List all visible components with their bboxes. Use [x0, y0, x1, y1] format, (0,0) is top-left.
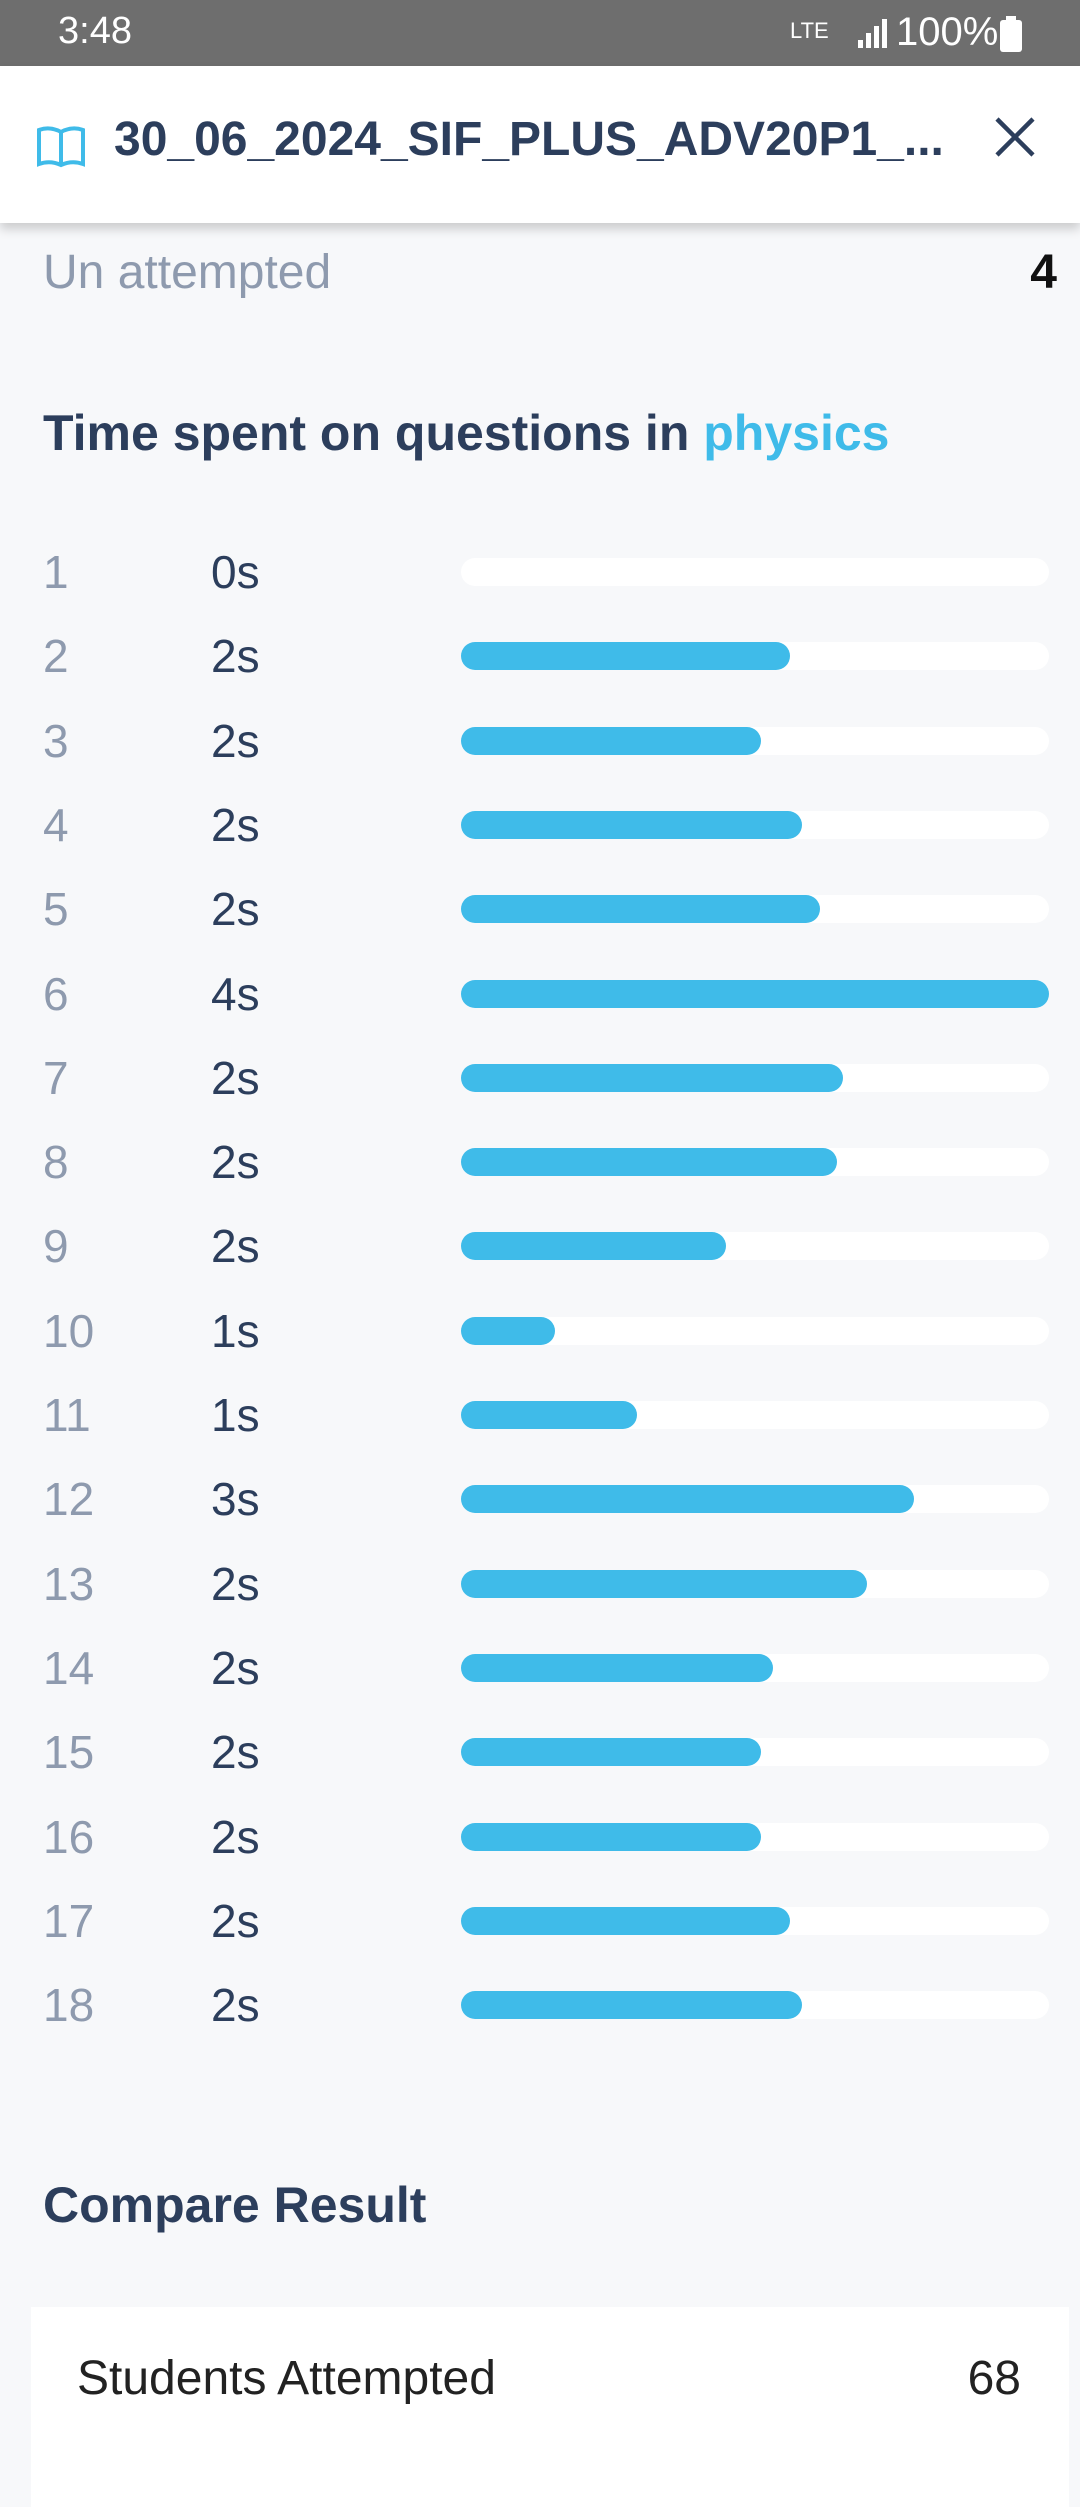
question-number: 1 — [43, 546, 69, 598]
bar-track — [461, 1316, 1049, 1345]
section-title-text: Time spent on questions in — [43, 405, 704, 461]
question-number: 2 — [43, 630, 69, 683]
time-bar — [461, 1738, 761, 1767]
time-label: 2s — [211, 1557, 260, 1610]
page: 3:48 LTE 100% 30_06_2024_SIF_PLUS_ADV20P… — [0, 0, 1080, 2405]
question-number: 14 — [43, 1641, 95, 1694]
question-number: 12 — [43, 1473, 95, 1526]
status-bar: 3:48 LTE 100% — [0, 0, 1080, 66]
question-number: 18 — [43, 1979, 95, 2032]
time-label: 1s — [211, 1304, 260, 1357]
question-number: 11 — [43, 1389, 91, 1441]
time-label: 2s — [211, 1220, 260, 1273]
question-number: 4 — [43, 798, 69, 851]
network: LTE — [790, 18, 829, 43]
question-number: 13 — [43, 1557, 95, 1610]
time-label: 1s — [211, 1389, 260, 1441]
question-number: 5 — [43, 883, 69, 936]
time-bar — [461, 1401, 638, 1429]
bar-track — [461, 558, 1049, 586]
time-bar — [461, 1569, 867, 1598]
time-label: 2s — [211, 1979, 260, 2032]
compare-title: Compare Result — [43, 2177, 427, 2233]
time-label: 2s — [211, 1726, 260, 1779]
time-bar — [461, 895, 820, 924]
question-number: 15 — [43, 1726, 95, 1779]
time-label: 2s — [211, 630, 260, 683]
time-label: 2s — [211, 714, 260, 767]
summary-value: 4 — [1030, 246, 1057, 299]
time-label: 2s — [211, 883, 260, 936]
time-label: 4s — [211, 967, 260, 1020]
time-bar — [461, 810, 803, 839]
time-bar — [461, 1063, 844, 1092]
summary-label: Un attempted — [43, 246, 332, 299]
compare-label: Students Attempted — [77, 2352, 496, 2405]
question-number: 10 — [43, 1304, 95, 1357]
question-number: 8 — [43, 1136, 69, 1189]
time-label: 2s — [211, 1051, 260, 1104]
question-number: 6 — [43, 967, 69, 1020]
question-number: 16 — [43, 1810, 95, 1863]
time-bar — [461, 1906, 791, 1935]
time-bar — [461, 1485, 914, 1514]
time-label: 2s — [211, 1136, 260, 1189]
time-bar — [461, 1232, 726, 1261]
compare-card: Students Attempted 68 — [31, 2307, 1069, 2507]
time-label: 0s — [211, 546, 260, 598]
question-number: 7 — [43, 1051, 69, 1104]
time-bar — [461, 1316, 556, 1345]
time-label: 3s — [211, 1473, 260, 1526]
time-bar — [461, 642, 791, 671]
header: 30_06_2024_SIF_PLUS_ADV20P1_... — [0, 66, 1080, 223]
time-label: 2s — [211, 1810, 260, 1863]
compare-value: 68 — [967, 2352, 1021, 2405]
time-label: 2s — [211, 1641, 260, 1694]
clock: 3:48 — [58, 10, 132, 52]
time-bar — [461, 1653, 773, 1682]
subject: physics — [703, 405, 890, 461]
question-number: 9 — [43, 1220, 69, 1273]
time-bar — [461, 1991, 803, 2020]
book-icon — [37, 126, 85, 168]
signal-icon — [858, 19, 887, 48]
question-number: 3 — [43, 714, 69, 767]
time-bar — [461, 726, 761, 755]
time-bar — [461, 1148, 838, 1177]
battery-text: 100% — [896, 10, 999, 54]
time-bar — [461, 979, 1049, 1008]
section-title: Time spent on questions in physics — [43, 404, 889, 462]
battery-icon — [1000, 16, 1022, 52]
time-label: 2s — [211, 1894, 260, 1947]
time-bar — [461, 1822, 761, 1851]
time-label: 2s — [211, 798, 260, 851]
header-title: 30_06_2024_SIF_PLUS_ADV20P1_... — [114, 113, 944, 166]
question-number: 17 — [43, 1894, 95, 1947]
close-button[interactable] — [992, 114, 1038, 160]
